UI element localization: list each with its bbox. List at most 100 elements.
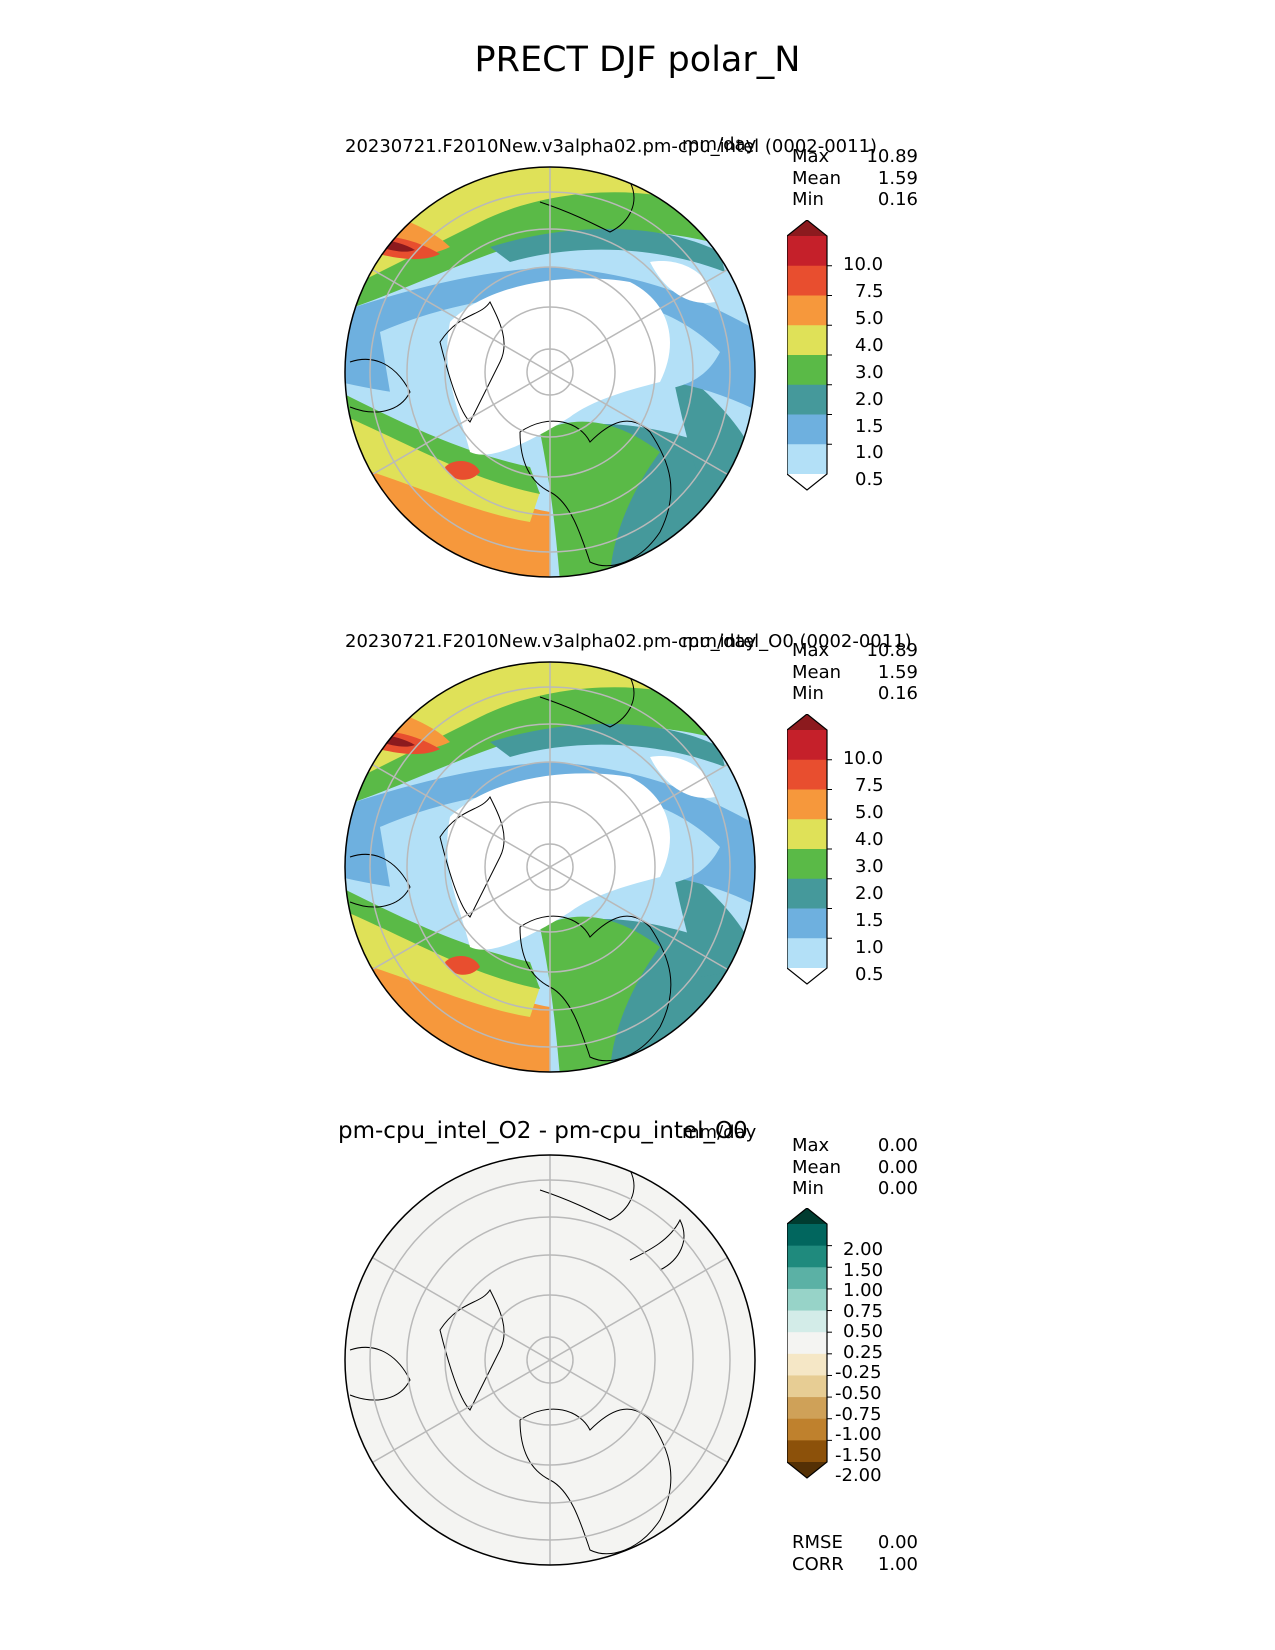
units-label: mm/day	[682, 631, 757, 652]
panel-title: pm-cpu_intel_O2 - pm-cpu_intel_O0	[338, 1118, 748, 1144]
stats-box: Max 10.89 Mean 1.59 Min 0.16	[792, 640, 918, 705]
colorbar-tick-label: 5.0	[855, 308, 884, 329]
colorbar-segment	[787, 819, 827, 850]
stat-label: Mean	[792, 1156, 842, 1178]
colorbar-segment	[787, 938, 827, 969]
colorbar-tick-label: -1.00	[835, 1424, 882, 1445]
colorbar-segment	[787, 789, 827, 820]
colorbar-tick-label: 2.00	[843, 1239, 884, 1260]
colorbar-segment	[787, 325, 827, 356]
colorbar-segment	[787, 849, 827, 880]
colorbar-segment	[787, 1245, 827, 1268]
stat-value: 10.89	[866, 146, 918, 167]
stat-label: Min	[792, 1178, 824, 1199]
colorbar-tick-label: 0.50	[843, 1321, 884, 1342]
metric-label: RMSE	[792, 1532, 843, 1553]
colorbar-extension-max	[787, 220, 827, 236]
colorbar-segment	[787, 355, 827, 386]
colorbar-tick-label: 7.5	[855, 281, 884, 302]
graticule	[367, 1155, 733, 1565]
colorbar-segment	[787, 236, 827, 267]
colorbar-segment	[787, 759, 827, 790]
colorbar-tick-label: 0.75	[843, 1301, 884, 1322]
stat-value: 0.16	[877, 189, 918, 210]
polar-map	[344, 1154, 756, 1566]
colorbar-outline	[787, 220, 828, 491]
colorbar-segment	[787, 1440, 827, 1463]
colorbar-tick-label: 1.50	[843, 1260, 884, 1281]
colorbar-tick-label: 1.0	[855, 442, 884, 463]
colorbar-tick-label: -0.50	[835, 1383, 882, 1404]
stat-value: 0.00	[877, 1156, 918, 1178]
colorbar-segment	[787, 878, 827, 909]
colorbar-extension-min	[787, 968, 827, 984]
stats-box: Max 0.00 Mean 0.00 Min 0.00	[792, 1135, 918, 1200]
stat-value: 1.59	[877, 661, 918, 683]
units-label: mm/day	[682, 134, 757, 155]
colorbar-tick-label: 10.0	[843, 748, 884, 769]
colorbar-segment	[787, 1418, 827, 1441]
colorbar-tick-label: 3.0	[855, 856, 884, 877]
panel-title: 20230721.F2010New.v3alpha02.pm-cpu_intel…	[345, 631, 912, 652]
stat-label: Min	[792, 189, 824, 210]
metric-value: 0.00	[877, 1532, 918, 1553]
graticule	[367, 167, 733, 577]
colorbar-segment	[787, 908, 827, 939]
colorbar-segment	[787, 1375, 827, 1398]
stat-value: 10.89	[866, 640, 918, 661]
colorbar-tick-label: 3.0	[855, 362, 884, 383]
colorbar-tick-label: 2.0	[855, 389, 884, 410]
stat-value: 0.00	[877, 1135, 918, 1156]
colorbar-segment	[787, 414, 827, 445]
metric-label: CORR	[792, 1553, 844, 1575]
colorbar-outline	[787, 1208, 828, 1479]
figure-title: PRECT DJF polar_N	[474, 40, 801, 80]
metrics-box: RMSE 0.00 CORR 1.00	[792, 1532, 918, 1575]
colorbar-extension-max	[787, 1208, 827, 1224]
colorbar-tick-label: 7.5	[855, 775, 884, 796]
colorbar-tick-label: 2.0	[855, 883, 884, 904]
colorbar-segment	[787, 1224, 827, 1247]
polar-map	[344, 661, 756, 1073]
colorbar-tick-label: 10.0	[843, 254, 884, 275]
colorbar-tick-label: 0.5	[855, 469, 884, 490]
colorbar	[787, 1208, 832, 1479]
stat-value: 0.16	[877, 683, 918, 704]
colorbar-tick-label: 1.00	[843, 1280, 884, 1301]
colorbar	[787, 220, 832, 491]
colorbar-segment	[787, 295, 827, 326]
colorbar-tick-label: 0.25	[843, 1342, 884, 1363]
metric-value: 1.00	[877, 1553, 918, 1575]
colorbar-segment	[787, 265, 827, 296]
panel-title: 20230721.F2010New.v3alpha02.pm-cpu_intel…	[345, 136, 878, 157]
colorbar-tick-label: 5.0	[855, 802, 884, 823]
stats-box: Max 10.89 Mean 1.59 Min 0.16	[792, 146, 918, 211]
colorbar-segment	[787, 1267, 827, 1290]
colorbar-segment	[787, 1288, 827, 1312]
colorbar-segment	[787, 384, 827, 415]
colorbar-segment	[787, 1397, 827, 1420]
colorbar-tick-label: -1.50	[835, 1445, 882, 1466]
colorbar	[787, 714, 832, 985]
precip-field	[345, 662, 755, 1072]
colorbar-tick-label: -0.25	[835, 1362, 882, 1383]
colorbar-extension-min	[787, 1462, 827, 1478]
colorbar-tick-label: 4.0	[855, 829, 884, 850]
units-label: mm/day	[682, 1122, 757, 1143]
colorbar-tick-label: -0.75	[835, 1404, 882, 1425]
stat-value: 0.00	[877, 1178, 918, 1199]
colorbar-outline	[787, 714, 828, 985]
colorbar-segment	[787, 1353, 827, 1376]
stat-label: Max	[792, 640, 830, 661]
stat-label: Max	[792, 1135, 830, 1156]
precip-field	[345, 167, 755, 577]
stat-label: Max	[792, 146, 830, 167]
stat-label: Min	[792, 683, 824, 704]
colorbar-tick-label: 1.5	[855, 910, 884, 931]
stat-value: 1.59	[877, 167, 918, 189]
colorbar-segment	[787, 1332, 827, 1355]
colorbar-tick-label: -2.00	[835, 1465, 882, 1486]
colorbar-extension-max	[787, 714, 827, 730]
graticule	[367, 662, 733, 1072]
polar-map	[344, 166, 756, 578]
